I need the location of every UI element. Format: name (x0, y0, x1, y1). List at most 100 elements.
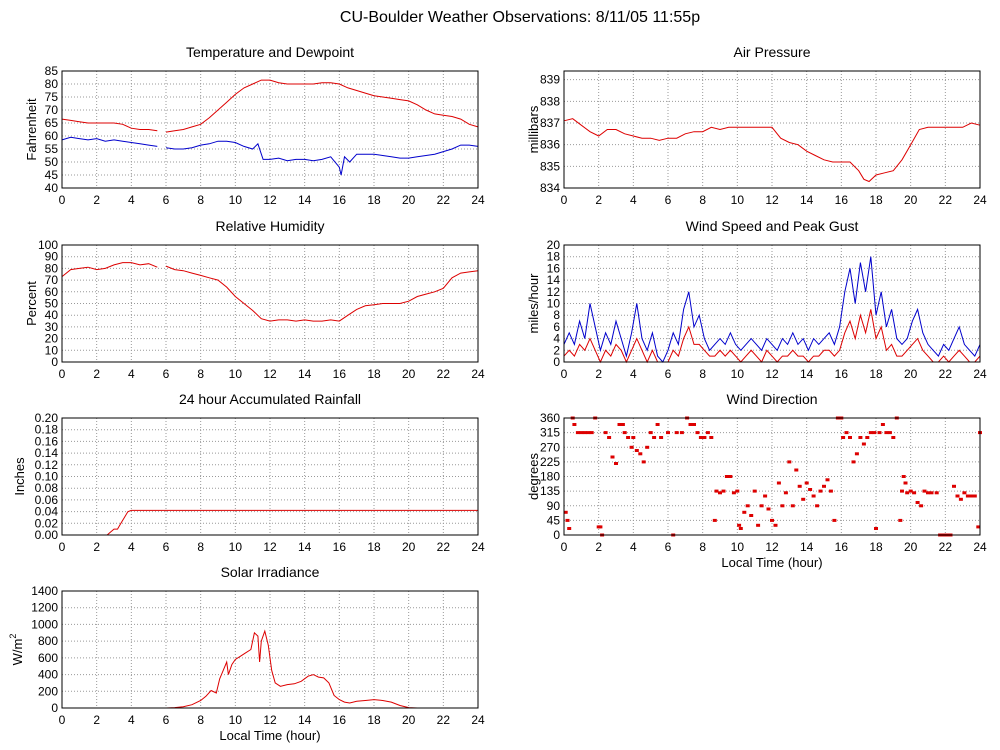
temperature-ytick-label: 40 (45, 181, 59, 195)
wind-direction-point-16 (610, 455, 615, 459)
rainfall-ytick-label: 0.10 (35, 470, 59, 484)
humidity-xtick-label: 16 (333, 367, 347, 381)
wind-direction-xlabel: Local Time (hour) (721, 555, 822, 570)
pressure-xtick-label: 22 (939, 193, 953, 207)
solar-xtick-label: 10 (229, 713, 243, 727)
wind-direction-point-4 (572, 423, 577, 426)
wind-direction-point-69 (794, 468, 799, 472)
rainfall-xtick-label: 12 (263, 540, 277, 554)
wind-speed-ylabel: miles/hour (526, 273, 541, 334)
wind-direction-xtick-label: 0 (561, 540, 568, 554)
wind-direction-point-14 (603, 431, 608, 435)
wind-direction-ytick-label: 225 (540, 455, 560, 469)
wind-direction-point-54 (742, 510, 747, 514)
wind-direction-point-51 (735, 489, 740, 493)
wind-direction-point-59 (759, 504, 764, 508)
wind-direction-point-84 (844, 431, 849, 435)
rainfall-ylabel: Inches (12, 457, 27, 496)
temperature-xtick-label: 12 (263, 193, 277, 207)
wind-speed-ytick-label: 10 (547, 297, 561, 311)
solar-xtick-label: 18 (367, 713, 381, 727)
rainfall-xtick-label: 4 (128, 540, 135, 554)
page-title: CU-Boulder Weather Observations: 8/11/05… (340, 9, 700, 26)
rainfall-xtick-label: 6 (163, 540, 170, 554)
humidity-ylabel-text: Percent (24, 281, 39, 326)
wind-direction-point-109 (922, 489, 927, 493)
wind-direction-ytick-label: 360 (540, 411, 560, 425)
humidity-xtick-label: 14 (298, 367, 312, 381)
pressure-xtick-label: 12 (765, 193, 779, 207)
temperature-ytick-label: 55 (45, 142, 59, 156)
wind-direction-ylabel: degrees (526, 453, 541, 500)
humidity-xtick-label: 4 (128, 367, 135, 381)
wind-direction-point-34 (674, 431, 679, 435)
wind-direction-point-55 (745, 504, 750, 508)
wind-direction-point-73 (808, 488, 813, 491)
wind-direction-point-76 (818, 489, 823, 493)
temperature-xtick-label: 10 (229, 193, 243, 207)
temperature-ytick-label: 75 (45, 90, 59, 104)
wind-direction-xtick-label: 8 (699, 540, 706, 554)
wind-speed-ytick-label: 6 (553, 320, 560, 334)
wind-direction-point-98 (891, 436, 896, 439)
wind-direction-point-118 (955, 494, 960, 498)
wind-direction-point-31 (659, 436, 664, 439)
solar-ytick-label: 600 (38, 651, 58, 665)
wind-direction-point-110 (926, 491, 930, 495)
wind-direction-point-50 (731, 491, 736, 495)
temperature-xtick-label: 18 (367, 193, 381, 207)
rainfall-xtick-label: 24 (471, 540, 485, 554)
solar-xtick-label: 20 (402, 713, 416, 727)
temperature-ytick-label: 70 (45, 103, 59, 117)
solar-xtick-label: 16 (333, 713, 347, 727)
temperature-xtick-label: 6 (163, 193, 170, 207)
humidity-ytick-label: 0 (51, 355, 58, 369)
wind-direction-xtick-label: 2 (595, 540, 602, 554)
wind-direction-point-70 (797, 484, 802, 488)
wind-direction-point-42 (705, 431, 710, 435)
pressure-xtick-label: 10 (731, 193, 745, 207)
temperature-xtick-label: 2 (93, 193, 100, 207)
wind-direction-point-56 (749, 514, 754, 517)
wind-direction-point-92 (872, 431, 877, 435)
wind-direction-point-67 (787, 460, 792, 464)
wind-direction-ytick-label: 270 (540, 440, 560, 454)
wind-direction-xtick-label: 14 (800, 540, 814, 554)
rainfall-ytick-label: 0.00 (35, 528, 59, 542)
wind-direction-point-107 (915, 501, 920, 504)
solar-xtick-label: 14 (298, 713, 312, 727)
wind-direction-point-40 (698, 436, 703, 439)
wind-direction-point-39 (695, 431, 700, 435)
wind-direction-xtick-label: 10 (731, 540, 745, 554)
pressure-series-0-line-0 (563, 118, 981, 183)
temperature-xtick-label: 20 (402, 193, 416, 207)
wind-direction-xtick-label: 6 (665, 540, 672, 554)
humidity-ytick-label: 30 (45, 320, 59, 334)
rainfall-ytick-label: 0.04 (35, 505, 59, 519)
pressure-title: Air Pressure (733, 44, 810, 60)
wind-direction-point-0 (563, 510, 568, 514)
wind-direction-point-71 (801, 497, 806, 501)
wind-direction-point-104 (905, 491, 910, 495)
temperature-series-1-line-0 (61, 136, 158, 147)
wind-direction-point-43 (709, 436, 714, 439)
pressure-xtick-label: 18 (869, 193, 883, 207)
wind-direction-point-102 (901, 475, 906, 478)
wind-speed-ytick-label: 8 (553, 308, 560, 322)
temperature-xtick-label: 16 (333, 193, 347, 207)
solar-title: Solar Irradiance (221, 564, 320, 580)
solar-xlabel: Local Time (hour) (219, 728, 320, 743)
wind-direction-point-97 (887, 431, 892, 435)
solar-ylabel-superscript: 2 (8, 634, 18, 639)
wind-direction-point-93 (874, 527, 878, 530)
wind-direction-xtick-label: 20 (904, 540, 918, 554)
wind-speed-ylabel-text: miles/hour (526, 273, 541, 334)
humidity-xtick-label: 24 (471, 367, 485, 381)
rainfall-title: 24 hour Accumulated Rainfall (179, 391, 361, 407)
solar-ytick-label: 400 (38, 668, 58, 682)
wind-direction-point-24 (634, 449, 639, 452)
solar-ylabel-text: W/m (10, 639, 25, 666)
